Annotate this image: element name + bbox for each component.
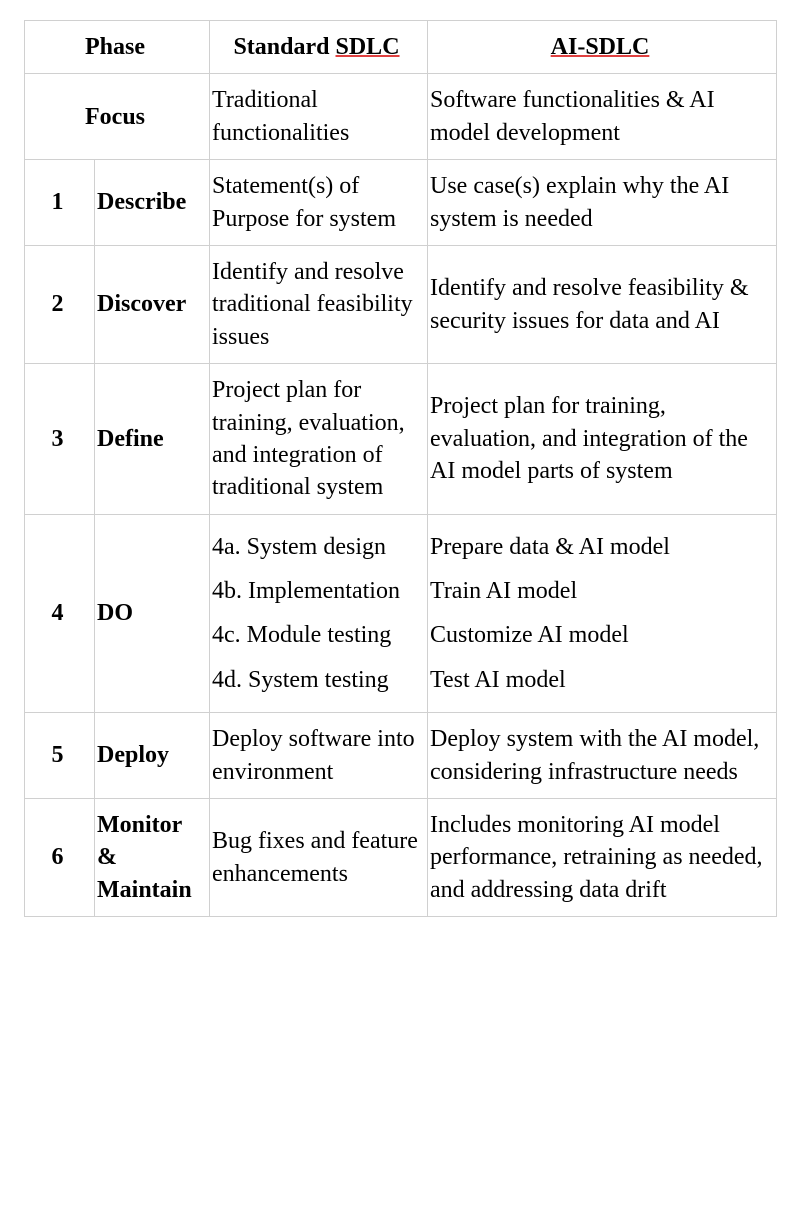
- row-phase: Define: [95, 364, 210, 515]
- focus-standard: Traditional functionalities: [210, 74, 428, 160]
- table-row: 3 Define Project plan for training, eval…: [25, 364, 777, 515]
- list-item: 4b. Implementation: [212, 569, 421, 613]
- row-ai-list: Prepare data & AI model Train AI model C…: [428, 514, 777, 713]
- header-standard-text: Standard: [233, 34, 335, 60]
- list-item: 4c. Module testing: [212, 613, 421, 657]
- table-row: 5 Deploy Deploy software into environmen…: [25, 713, 777, 799]
- table-row: 1 Describe Statement(s) of Purpose for s…: [25, 160, 777, 246]
- table-row: 6 Monitor & Maintain Bug fixes and featu…: [25, 799, 777, 917]
- list-item: Customize AI model: [430, 613, 770, 657]
- header-ai-underline: AI-SDLC: [551, 34, 650, 60]
- list-item: Test AI model: [430, 658, 770, 702]
- row-num: 4: [25, 514, 95, 713]
- table-row-do: 4 DO 4a. System design 4b. Implementatio…: [25, 514, 777, 713]
- sdlc-comparison-table: Phase Standard SDLC AI-SDLC Focus Tradit…: [24, 20, 777, 917]
- list-item: Prepare data & AI model: [430, 525, 770, 569]
- row-phase: Discover: [95, 245, 210, 363]
- row-phase: Describe: [95, 160, 210, 246]
- row-num: 1: [25, 160, 95, 246]
- row-ai: Project plan for training, evaluation, a…: [428, 364, 777, 515]
- row-num: 6: [25, 799, 95, 917]
- row-num: 3: [25, 364, 95, 515]
- table-header-row: Phase Standard SDLC AI-SDLC: [25, 21, 777, 74]
- row-phase: DO: [95, 514, 210, 713]
- header-ai: AI-SDLC: [428, 21, 777, 74]
- header-phase: Phase: [25, 21, 210, 74]
- list-item: 4d. System testing: [212, 658, 421, 702]
- row-standard: Deploy software into environment: [210, 713, 428, 799]
- focus-label: Focus: [25, 74, 210, 160]
- row-phase: Monitor & Maintain: [95, 799, 210, 917]
- row-num: 2: [25, 245, 95, 363]
- row-phase: Deploy: [95, 713, 210, 799]
- focus-row: Focus Traditional functionalities Softwa…: [25, 74, 777, 160]
- row-standard-list: 4a. System design 4b. Implementation 4c.…: [210, 514, 428, 713]
- header-standard-underline: SDLC: [336, 34, 400, 60]
- header-standard: Standard SDLC: [210, 21, 428, 74]
- row-ai: Deploy system with the AI model, conside…: [428, 713, 777, 799]
- row-standard: Identify and resolve traditional feasibi…: [210, 245, 428, 363]
- list-item: 4a. System design: [212, 525, 421, 569]
- table-row: 2 Discover Identify and resolve traditio…: [25, 245, 777, 363]
- row-ai: Identify and resolve feasibility & secur…: [428, 245, 777, 363]
- row-standard: Bug fixes and feature enhancements: [210, 799, 428, 917]
- focus-ai: Software functionalities & AI model deve…: [428, 74, 777, 160]
- list-item: Train AI model: [430, 569, 770, 613]
- row-num: 5: [25, 713, 95, 799]
- row-ai: Use case(s) explain why the AI system is…: [428, 160, 777, 246]
- row-standard: Project plan for training, evaluation, a…: [210, 364, 428, 515]
- row-ai: Includes monitoring AI model performance…: [428, 799, 777, 917]
- row-standard: Statement(s) of Purpose for system: [210, 160, 428, 246]
